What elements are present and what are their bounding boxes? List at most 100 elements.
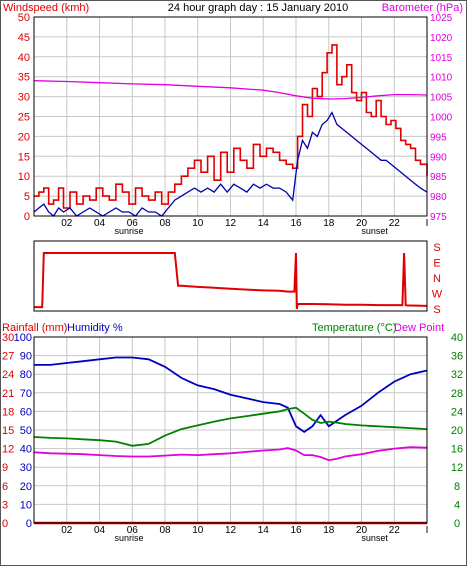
temperature-y-tick-label: 28: [451, 388, 463, 400]
temperature-y-tick-label: 32: [451, 369, 463, 381]
temperature-y-tick-label: 16: [451, 444, 463, 456]
humidity-axis-title: Humidity %: [67, 322, 123, 334]
humidity-y-tick-label: 60: [20, 406, 32, 418]
rain-y-tick-label: 0: [2, 518, 8, 530]
wind-sunset-label: sunset: [361, 226, 388, 236]
barometer-y-tick-label: 1010: [430, 73, 453, 84]
climate-x-tick-label: 20: [356, 525, 368, 536]
wind-sunrise-label: sunrise: [114, 226, 143, 236]
gust-series-line: [34, 44, 428, 209]
wind-y-tick-label: 5: [24, 191, 30, 203]
temperature-y-tick-label: 24: [451, 406, 463, 418]
rain-y-tick-label: 30: [2, 332, 14, 344]
climate-x-tick-label: 06: [127, 525, 139, 536]
rain-y-tick-label: 6: [2, 481, 8, 493]
wind-y-tick-label: 0: [24, 211, 30, 223]
wind-x-tick-label: 02: [61, 218, 73, 229]
rain-y-tick-label: 15: [2, 425, 14, 437]
wind-x-tick-label: 08: [159, 218, 171, 229]
rain-y-tick-label: 18: [2, 406, 14, 418]
wind-y-tick-label: 30: [18, 92, 30, 104]
climate-x-tick-label: 18: [323, 525, 335, 536]
temperature-y-tick-label: 20: [451, 425, 463, 437]
wind-barometer-panel: 0510152025303540455097598098599099510001…: [18, 12, 453, 236]
temperature-series-line: [33, 406, 428, 447]
wind_avg-series-line: [33, 111, 428, 217]
rain-y-tick-label: 9: [2, 462, 8, 474]
humidity-y-tick-label: 100: [14, 332, 32, 344]
climate-x-tick-label: 10: [192, 525, 204, 536]
climate-x-tick-label: 22: [389, 525, 401, 536]
wind-y-tick-label: 45: [18, 32, 30, 44]
barometer-y-tick-label: 1025: [430, 13, 453, 24]
temperature-axis-title: Temperature (°C): [312, 322, 396, 334]
barometer-y-tick-label: 1000: [430, 113, 453, 124]
humidity-y-tick-label: 30: [20, 462, 32, 474]
climate-x-tick-label: I: [426, 525, 429, 536]
temperature-y-tick-label: 0: [454, 518, 460, 530]
direction-y-label: E: [433, 258, 440, 270]
humidity-y-tick-label: 10: [20, 499, 32, 511]
climate-x-tick-label: 12: [225, 525, 237, 536]
windspeed-axis-title: Windspeed (kmh): [3, 2, 89, 14]
climate-sunset-label: sunset: [361, 533, 388, 543]
barometer-y-tick-label: 990: [430, 152, 447, 163]
temperature-y-tick-label: 4: [454, 499, 460, 511]
wind-x-tick-label: 22: [389, 218, 401, 229]
temperature-y-tick-label: 8: [454, 481, 460, 493]
barometer-y-tick-label: 1020: [430, 33, 453, 44]
climate-sunrise-label: sunrise: [114, 533, 143, 543]
direction-y-label: N: [433, 273, 441, 285]
barometer-y-tick-label: 980: [430, 192, 447, 203]
barometer-axis-title: Barometer (hPa): [382, 2, 463, 14]
rain-y-tick-label: 3: [2, 499, 8, 511]
wind-x-tick-label: 10: [192, 218, 204, 229]
humidity-y-tick-label: 70: [20, 388, 32, 400]
rain-y-tick-label: 21: [2, 388, 14, 400]
humidity-y-tick-label: 90: [20, 351, 32, 363]
barometer-y-tick-label: 995: [430, 132, 447, 143]
dewpoint-series-line: [33, 446, 428, 462]
climate-x-tick-label: 14: [258, 525, 270, 536]
humidity-y-tick-label: 40: [20, 444, 32, 456]
direction-plot-border: [33, 240, 428, 312]
temperature-y-tick-label: 12: [451, 462, 463, 474]
humidity-y-tick-label: 0: [26, 518, 32, 530]
direction-series-line: [34, 252, 428, 310]
wind-x-tick-label: 12: [225, 218, 237, 229]
climate-x-tick-label: 04: [94, 525, 106, 536]
dewpoint-axis-title: Dew Point: [394, 322, 444, 334]
chart-title: 24 hour graph day : 15 January 2010: [168, 2, 348, 14]
temperature-y-tick-label: 36: [451, 351, 463, 363]
rain-y-tick-label: 27: [2, 351, 14, 363]
wind-y-tick-label: 15: [18, 151, 30, 163]
climate-x-tick-label: 16: [290, 525, 302, 536]
barometer-y-tick-label: 975: [430, 212, 447, 223]
wind-x-tick-label: I: [426, 218, 429, 229]
temperature-y-tick-label: 40: [451, 332, 463, 344]
wind-y-tick-label: 40: [18, 52, 30, 64]
rain-humidity-temp-panel: 0369121518212427300102030405060708090100…: [2, 332, 463, 543]
direction-y-label: S: [433, 242, 440, 254]
wind-x-tick-label: 18: [323, 218, 335, 229]
wind-x-tick-label: 20: [356, 218, 368, 229]
humidity-y-tick-label: 50: [20, 425, 32, 437]
barometer-y-tick-label: 985: [430, 172, 447, 183]
wind-x-tick-label: 04: [94, 218, 106, 229]
wind-plot-border: [33, 16, 428, 217]
climate-plot-border: [33, 336, 428, 524]
wind-x-tick-label: 06: [127, 218, 139, 229]
climate-x-tick-label: 08: [159, 525, 171, 536]
rain-y-tick-label: 12: [2, 444, 14, 456]
wind-y-tick-label: 50: [18, 12, 30, 24]
rain-y-tick-label: 24: [2, 369, 14, 381]
wind-x-tick-label: 14: [258, 218, 270, 229]
direction-y-label: W: [432, 289, 443, 301]
wind-x-tick-label: 16: [290, 218, 302, 229]
wind-y-tick-label: 20: [18, 131, 30, 143]
rainfall-axis-title: Rainfall (mm): [2, 322, 67, 334]
humidity-y-tick-label: 80: [20, 369, 32, 381]
humidity-y-tick-label: 20: [20, 481, 32, 493]
